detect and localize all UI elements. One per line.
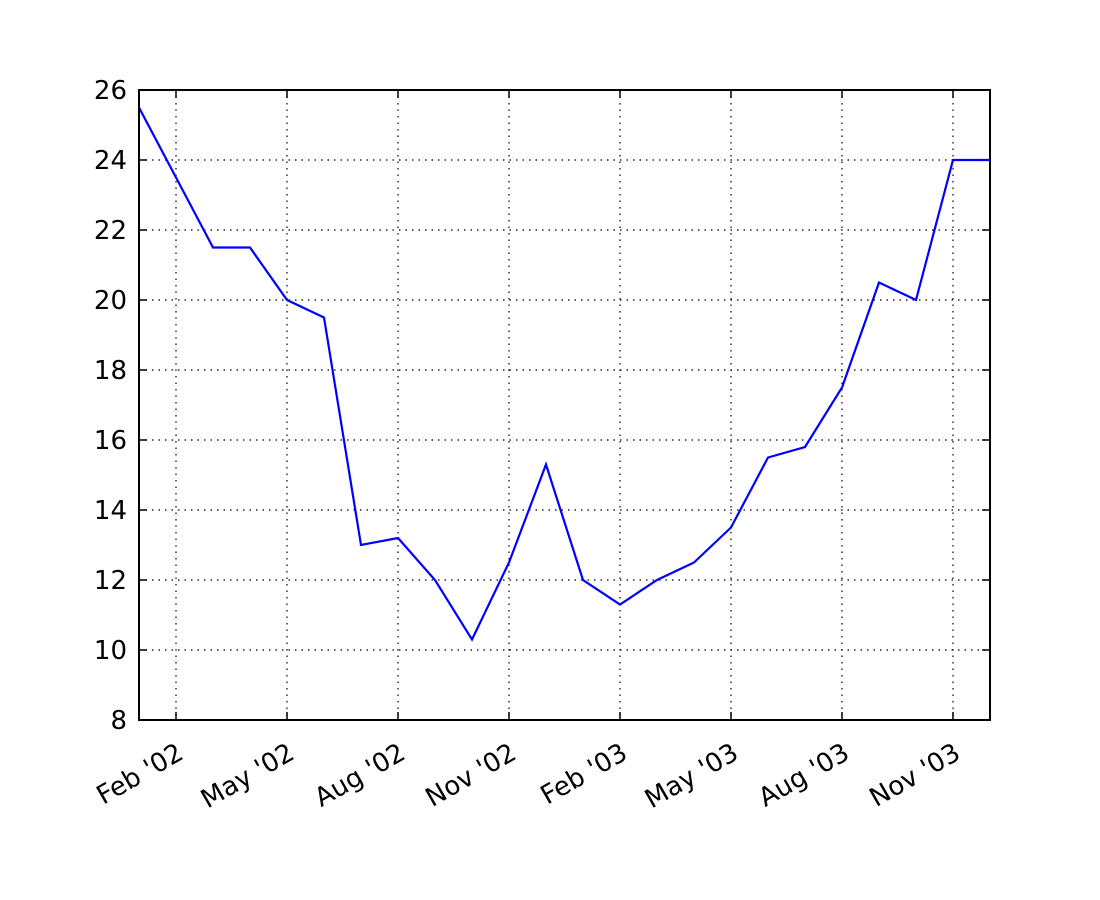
- x-tick-label: Nov '03: [865, 738, 966, 814]
- y-tick-label: 26: [94, 76, 127, 106]
- x-tick-label: Nov '02: [421, 738, 522, 814]
- x-tick-label: Aug '03: [754, 738, 855, 814]
- x-tick-label: Feb '02: [92, 738, 189, 811]
- y-tick-label: 18: [94, 356, 127, 386]
- y-tick-label: 24: [94, 146, 127, 176]
- x-tick-label: May '02: [196, 738, 300, 815]
- y-tick-label: 22: [94, 216, 127, 246]
- y-tick-label: 12: [94, 566, 127, 596]
- y-tick-label: 8: [110, 706, 127, 736]
- price-line: [138, 106, 990, 642]
- plot-frame: [138, 89, 991, 721]
- y-tick-label: 14: [94, 496, 127, 526]
- x-tick-label: Feb '03: [536, 738, 633, 811]
- y-tick-label: 10: [94, 636, 127, 666]
- y-tick-label: 20: [94, 286, 127, 316]
- x-tick-label: Aug '02: [310, 738, 411, 814]
- y-tick-label: 16: [94, 426, 127, 456]
- x-tick-label: May '03: [640, 738, 744, 815]
